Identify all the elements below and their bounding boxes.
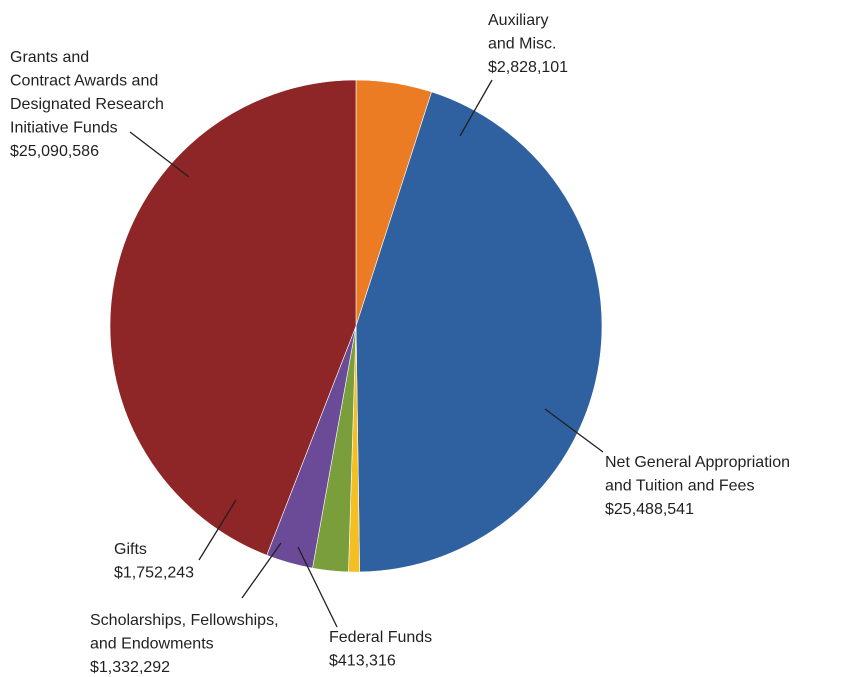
slice-labels: Auxiliary and Misc. $2,828,101 Net General …	[10, 12, 790, 676]
slice-value-label: $25,488,541	[605, 501, 694, 518]
slice-label-scholarships-fellowships-and-endowments: Scholarships, Fellowships, and Endowments…	[90, 612, 279, 676]
pie-slice-net-general-appropriation-and-tuition-and-fees	[355, 91, 603, 573]
slice-name-label: Gifts	[114, 541, 147, 558]
leader-line-gifts	[198, 499, 237, 561]
slice-value-label: $1,332,292	[90, 659, 170, 676]
slice-name-label: and Endowments	[90, 636, 214, 653]
leader-line-federal-funds	[297, 546, 338, 628]
pie-slices	[109, 79, 603, 573]
leader-line-auxiliary-and-misc	[459, 79, 493, 137]
slice-label-gifts: Gifts $1,752,243	[114, 541, 194, 582]
slice-label-grants-and-contract-awards-and-designated-research-initiative-funds: Grants and Contract Awards and Designated …	[10, 49, 164, 160]
slice-name-label: Contract Awards and	[10, 73, 158, 90]
slice-name-label: and Misc.	[488, 36, 556, 53]
slice-name-label: Scholarships, Fellowships,	[90, 612, 279, 629]
slice-name-label: Initiative Funds	[10, 120, 118, 137]
leader-line-scholarships-fellowships-and-endowments	[241, 542, 282, 599]
leader-lines	[129, 79, 604, 628]
slice-name-label: Grants and	[10, 49, 89, 66]
slice-label-net-general-appropriation-and-tuition-and-fees: Net General Appropriation and Tuition and…	[605, 454, 790, 518]
slice-label-auxiliary-and-misc: Auxiliary and Misc. $2,828,101	[488, 12, 568, 76]
slice-name-label: and Tuition and Fees	[605, 478, 754, 495]
slice-value-label: $2,828,101	[488, 59, 568, 76]
slice-name-label: Federal Funds	[329, 629, 432, 646]
slice-name-label: Net General Appropriation	[605, 454, 790, 471]
slice-value-label: $413,316	[329, 653, 396, 670]
slice-name-label: Auxiliary	[488, 12, 548, 29]
pie-slice-grants-and-contract-awards-and-designated-research-initiative-funds	[109, 79, 357, 556]
leader-line-grants-and-contract-awards-and-designated-research-initiative-funds	[129, 131, 190, 178]
slice-label-federal-funds: Federal Funds $413,316	[329, 629, 432, 670]
slice-value-label: $1,752,243	[114, 565, 194, 582]
slice-name-label: Designated Research	[10, 96, 164, 113]
slice-value-label: $25,090,586	[10, 143, 99, 160]
leader-line-net-general-appropriation-and-tuition-and-fees	[544, 408, 604, 453]
